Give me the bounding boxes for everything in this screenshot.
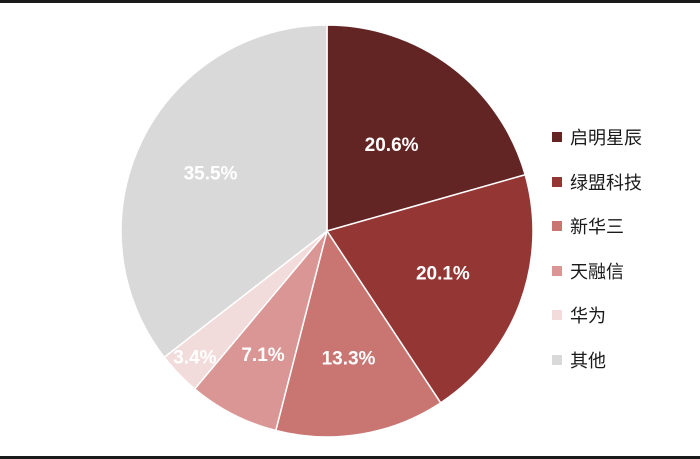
top-border — [0, 0, 700, 3]
legend-label: 华为 — [570, 306, 606, 328]
slice-label-2: 20.1% — [416, 264, 470, 285]
legend-label: 启明星辰 — [570, 128, 642, 150]
pie-slice-6 — [120, 24, 328, 359]
legend-label: 新华三 — [570, 217, 624, 239]
legend-label: 天融信 — [570, 261, 624, 283]
slice-label-4: 7.1% — [241, 345, 284, 366]
slice-label-3: 13.3% — [322, 349, 376, 370]
bottom-border — [0, 456, 700, 459]
slice-label-6: 35.5% — [184, 163, 238, 184]
slice-label-1: 20.6% — [365, 135, 419, 156]
pie-slices — [120, 24, 534, 438]
legend-swatch — [552, 265, 562, 276]
pie-slice-3 — [274, 229, 442, 438]
legend-swatch — [552, 221, 562, 232]
legend-swatch — [552, 310, 562, 321]
legend-item-6: 其他 — [552, 338, 642, 383]
pie-slice-1 — [326, 24, 527, 232]
legend-label: 绿盟科技 — [570, 172, 642, 194]
chart-legend: 启明星辰绿盟科技新华三天融信华为其他 — [552, 115, 642, 382]
legend-swatch — [552, 176, 562, 187]
legend-item-4: 天融信 — [552, 249, 642, 294]
legend-item-1: 启明星辰 — [552, 115, 642, 160]
legend-swatch — [552, 354, 562, 365]
pie-slice-2 — [325, 173, 534, 404]
legend-item-2: 绿盟科技 — [552, 160, 642, 205]
legend-item-5: 华为 — [552, 293, 642, 338]
pie-labels: 20.6% 20.1% 13.3% 7.1% 3.4% 35.5% — [173, 135, 470, 370]
legend-item-3: 新华三 — [552, 204, 642, 249]
slice-label-5: 3.4% — [173, 348, 216, 369]
legend-label: 其他 — [570, 350, 606, 372]
legend-swatch — [552, 132, 562, 143]
